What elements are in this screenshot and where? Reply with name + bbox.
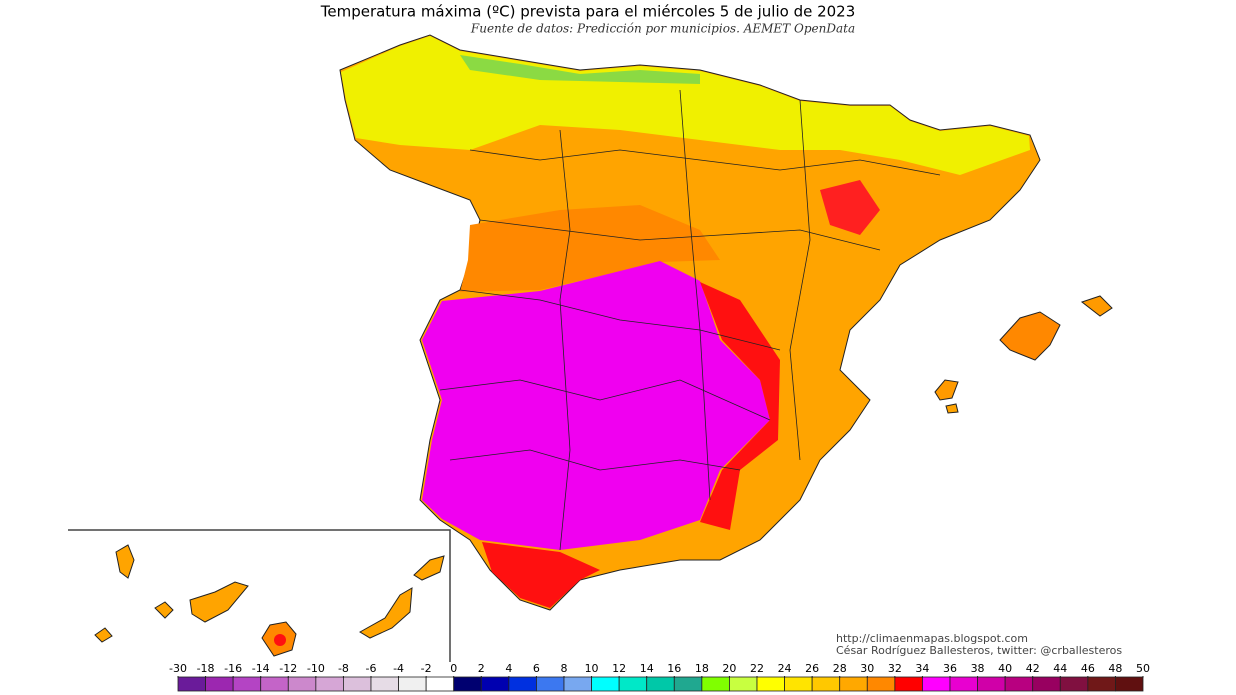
colorbar-tick-label: -8: [338, 662, 349, 675]
colorbar-swatch: [756, 676, 785, 692]
east-hot: [700, 282, 780, 530]
colorbar-swatch: [205, 676, 234, 692]
canary-inset: [68, 529, 451, 662]
colorbar-tick-label: 6: [533, 662, 540, 675]
borders: [439, 89, 941, 551]
colorbar-tick-label: 48: [1108, 662, 1122, 675]
colorbar-swatch: [453, 676, 482, 692]
colorbar-swatch: [894, 676, 923, 692]
colorbar-tick-label: 12: [612, 662, 626, 675]
colorbar-swatch: [480, 676, 510, 692]
colorbar-tick-label: 2: [478, 662, 485, 675]
colorbar-swatch: [260, 676, 289, 692]
colorbar-tick-label: 16: [667, 662, 681, 675]
colorbar-tick-label: 0: [450, 662, 457, 675]
colorbar-swatch: [922, 676, 951, 692]
colorbar-swatch: [701, 676, 730, 692]
colorbar: -30 -18 -16 -14 -12 -10 -8 -6 -4 -2 0 2 4 6 8 10 12 14 16 1…: [169, 662, 1150, 692]
colorbar-swatch: [618, 676, 648, 692]
colorbar-tick-label: 14: [640, 662, 654, 675]
colorbar-swatch: [536, 676, 565, 692]
colorbar-tick-label: -6: [366, 662, 377, 675]
southwest-hot: [422, 261, 770, 550]
colorbar-tick-label: 36: [943, 662, 957, 675]
colorbar-swatch: [287, 676, 317, 692]
colorbar-tick-label: 50: [1136, 662, 1150, 675]
colorbar-tick-label: -4: [393, 662, 404, 675]
colorbar-swatch: [673, 676, 703, 692]
colorbar-swatch: [1087, 676, 1116, 692]
credit-url: http://climaenmapas.blogspot.com: [836, 632, 1028, 645]
colorbar-swatch: [1115, 676, 1144, 692]
colorbar-swatch: [811, 676, 841, 692]
colorbar-swatch: [977, 676, 1006, 692]
colorbar-swatch: [839, 676, 868, 692]
colorbar-tick-label: 46: [1081, 662, 1095, 675]
colorbar-tick-label: 20: [722, 662, 736, 675]
west-warm: [460, 205, 720, 292]
colorbar-tick-label: 24: [778, 662, 792, 675]
colorbar-swatch: [232, 676, 262, 692]
title: Temperatura máxima (ºC) prevista para el…: [320, 3, 856, 21]
colorbar-tick-label: 8: [561, 662, 568, 675]
colorbar-swatch: [949, 676, 978, 692]
colorbar-tick-label: 42: [1026, 662, 1040, 675]
colorbar-tick-label: 30: [860, 662, 874, 675]
colorbar-tick-label: 34: [915, 662, 929, 675]
colorbar-tick-label: -14: [252, 662, 270, 675]
colorbar-swatch: [343, 676, 372, 692]
colorbar-swatch: [563, 676, 592, 692]
colorbar-swatch: [425, 676, 455, 692]
colorbar-tick-label: -18: [197, 662, 215, 675]
colorbar-tick-label: 40: [998, 662, 1012, 675]
colorbar-tick-label: -30: [169, 662, 187, 675]
subtitle: Fuente de datos: Predicción por municipi…: [470, 22, 855, 36]
colorbar-swatch: [646, 676, 675, 692]
colorbar-tick-label: 38: [971, 662, 985, 675]
colorbar-swatch: [591, 676, 620, 692]
peninsula: [339, 34, 1041, 611]
colorbar-swatch: [508, 676, 537, 692]
colorbar-swatch: [315, 676, 344, 692]
colorbar-tick-label: -10: [307, 662, 325, 675]
colorbar-tick-label: -12: [279, 662, 297, 675]
north-coast-cool: [460, 55, 700, 84]
colorbar-tick-label: 18: [695, 662, 709, 675]
colorbar-tick-label: 10: [585, 662, 599, 675]
credit-author: César Rodríguez Ballesteros, twitter: @c…: [836, 644, 1122, 657]
colorbar-swatch: [1004, 676, 1034, 692]
colorbar-tick-label: 44: [1053, 662, 1067, 675]
colorbar-swatch: [866, 676, 896, 692]
colorbar-swatch: [370, 676, 399, 692]
colorbar-swatch: [398, 676, 427, 692]
colorbar-tick-label: 22: [750, 662, 764, 675]
colorbar-tick-label: 28: [833, 662, 847, 675]
colorbar-tick-label: -2: [421, 662, 432, 675]
colorbar-tick-label: 4: [505, 662, 512, 675]
colorbar-swatch: [1032, 676, 1061, 692]
ebro-hot: [820, 180, 880, 235]
balearic-islands: [934, 295, 1113, 414]
south-hot: [482, 542, 600, 608]
colorbar-swatch: [177, 676, 206, 692]
colorbar-swatch: [729, 676, 758, 692]
colorbar-tick-label: 32: [888, 662, 902, 675]
colorbar-tick-label: -16: [224, 662, 242, 675]
colorbar-swatch: [1059, 676, 1089, 692]
colorbar-tick-label: 26: [805, 662, 819, 675]
colorbar-swatch: [784, 676, 813, 692]
